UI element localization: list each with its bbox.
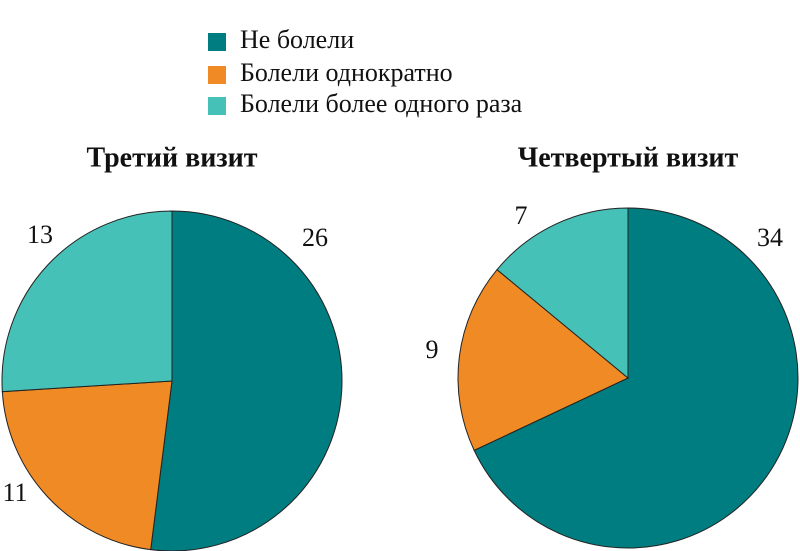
chart-title: Третий визит — [86, 142, 257, 173]
data-label: 11 — [2, 478, 27, 507]
legend-label: Болели однократно — [240, 58, 453, 87]
pie-slice — [1, 210, 173, 393]
legend-swatch — [208, 97, 226, 115]
pie-slice — [1, 380, 173, 551]
data-label: 9 — [426, 335, 439, 364]
legend-swatch — [208, 66, 226, 84]
data-label: 13 — [27, 220, 53, 249]
data-label: 7 — [515, 201, 528, 230]
pie-slice — [496, 207, 629, 380]
legend-swatch — [208, 33, 226, 51]
data-label: 34 — [757, 223, 783, 252]
legend-label: Болели более одного раза — [240, 89, 523, 118]
pie-slice — [473, 207, 799, 549]
chart-title: Четвертый визит — [518, 142, 739, 173]
pie-slice — [457, 268, 629, 452]
legend-label: Не болели — [240, 25, 354, 54]
pie-slice — [150, 210, 343, 551]
data-label: 26 — [302, 223, 328, 252]
